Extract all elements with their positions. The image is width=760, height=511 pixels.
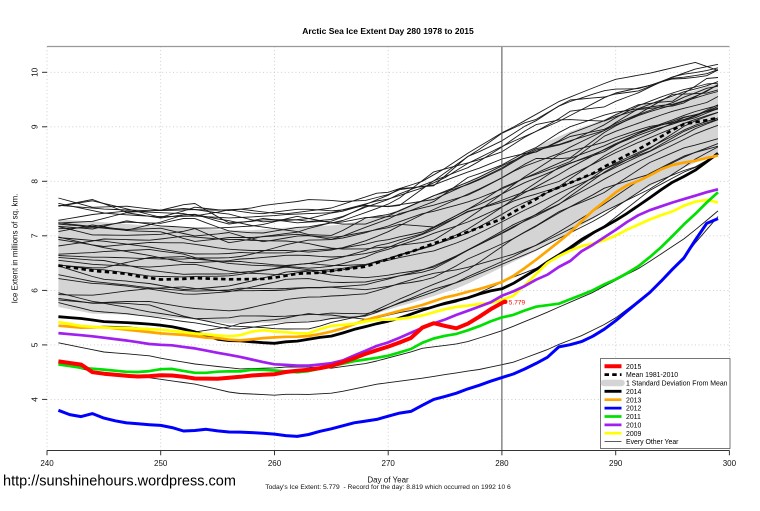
svg-text:300: 300: [723, 459, 737, 468]
svg-text:6: 6: [29, 288, 39, 293]
svg-text:5.779: 5.779: [509, 299, 526, 306]
svg-text:5: 5: [29, 342, 39, 347]
svg-text:2013: 2013: [626, 397, 641, 404]
svg-text:Day of Year: Day of Year: [367, 476, 409, 485]
svg-text:Ice Extent in millions of sq.: Ice Extent in millions of sq. km.: [10, 194, 19, 304]
svg-text:Today's Ice Extent: 5.779 - R: Today's Ice Extent: 5.779 - Record for t…: [265, 484, 511, 491]
svg-text:8: 8: [29, 179, 39, 184]
svg-text:260: 260: [268, 459, 282, 468]
svg-text:http://sunshinehours.wordpress: http://sunshinehours.wordpress.com: [3, 474, 236, 490]
svg-text:4: 4: [29, 397, 39, 402]
svg-text:290: 290: [609, 459, 623, 468]
svg-text:2009: 2009: [626, 431, 641, 438]
svg-text:9: 9: [29, 124, 39, 129]
svg-text:2011: 2011: [626, 414, 641, 421]
svg-text:240: 240: [40, 459, 54, 468]
svg-text:1 Standard Deviation From Mean: 1 Standard Deviation From Mean: [626, 381, 728, 388]
svg-text:250: 250: [154, 459, 168, 468]
svg-text:280: 280: [495, 459, 509, 468]
svg-text:10: 10: [29, 67, 39, 77]
svg-text:2012: 2012: [626, 406, 641, 413]
svg-text:Arctic Sea Ice Extent Day 280: Arctic Sea Ice Extent Day 280 1978 to 20…: [302, 26, 474, 36]
svg-text:2010: 2010: [626, 423, 641, 430]
svg-text:270: 270: [382, 459, 396, 468]
svg-text:2015: 2015: [626, 364, 641, 371]
svg-text:7: 7: [29, 233, 39, 238]
svg-text:Mean 1981-2010: Mean 1981-2010: [626, 372, 678, 379]
svg-text:Every Other Year: Every Other Year: [626, 439, 679, 446]
svg-text:2014: 2014: [626, 389, 641, 396]
